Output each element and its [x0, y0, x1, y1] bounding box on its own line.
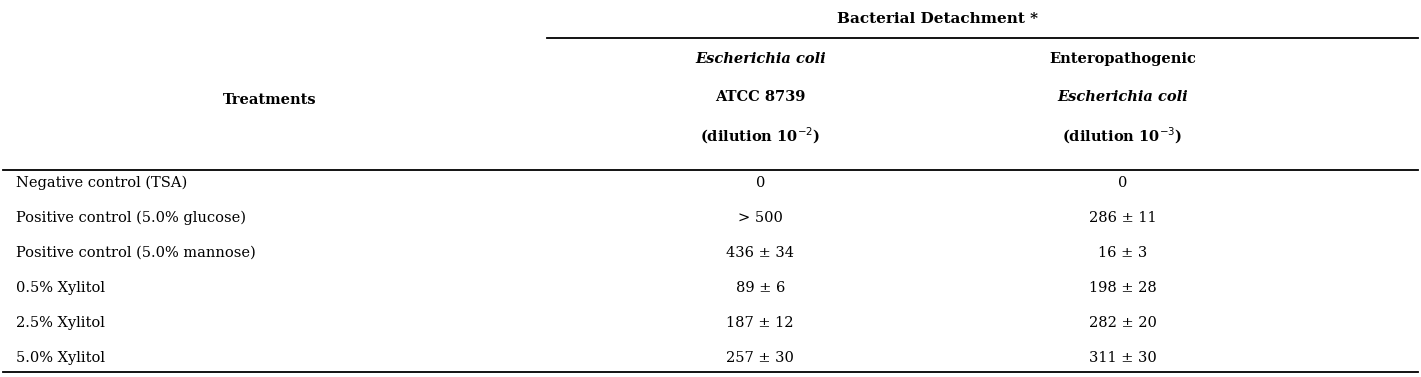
- Text: 5.0% Xylitol: 5.0% Xylitol: [16, 351, 105, 365]
- Text: 0: 0: [756, 176, 764, 190]
- Text: (dilution 10$^{-2}$): (dilution 10$^{-2}$): [701, 126, 820, 146]
- Text: Positive control (5.0% mannose): Positive control (5.0% mannose): [16, 246, 256, 260]
- Text: 198 ± 28: 198 ± 28: [1088, 281, 1157, 295]
- Text: 187 ± 12: 187 ± 12: [726, 316, 794, 330]
- Text: 89 ± 6: 89 ± 6: [736, 281, 784, 295]
- Text: 0: 0: [1118, 176, 1127, 190]
- Text: (dilution 10$^{-3}$): (dilution 10$^{-3}$): [1063, 126, 1182, 146]
- Text: 282 ± 20: 282 ± 20: [1088, 316, 1157, 330]
- Text: Bacterial Detachment *: Bacterial Detachment *: [837, 12, 1039, 26]
- Text: ATCC 8739: ATCC 8739: [715, 90, 806, 104]
- Text: 16 ± 3: 16 ± 3: [1098, 246, 1147, 260]
- Text: Treatments: Treatments: [223, 93, 317, 107]
- Text: Enteropathogenic: Enteropathogenic: [1049, 52, 1196, 66]
- Text: 436 ± 34: 436 ± 34: [726, 246, 794, 260]
- Text: > 500: > 500: [737, 211, 783, 225]
- Text: 311 ± 30: 311 ± 30: [1088, 351, 1157, 365]
- Text: Negative control (TSA): Negative control (TSA): [16, 176, 188, 190]
- Text: 2.5% Xylitol: 2.5% Xylitol: [16, 316, 105, 330]
- Text: 257 ± 30: 257 ± 30: [726, 351, 794, 365]
- Text: 0.5% Xylitol: 0.5% Xylitol: [16, 281, 105, 295]
- Text: Positive control (5.0% glucose): Positive control (5.0% glucose): [16, 211, 246, 225]
- Text: Escherichia coli: Escherichia coli: [695, 52, 826, 66]
- Text: 286 ± 11: 286 ± 11: [1088, 211, 1157, 225]
- Text: Escherichia coli: Escherichia coli: [1057, 90, 1188, 104]
